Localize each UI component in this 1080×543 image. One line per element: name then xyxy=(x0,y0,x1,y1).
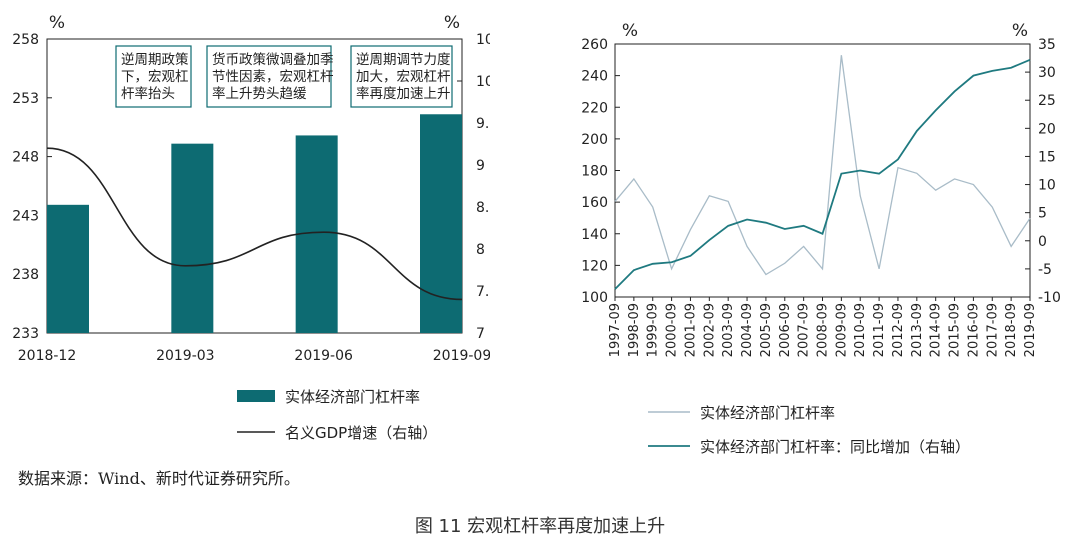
left-tick-label: 100 xyxy=(581,290,608,306)
x-tick-label: 2005-09 xyxy=(759,303,774,357)
annotation-text: 率再度加速上升 xyxy=(356,85,451,102)
left-tick-label: 243 xyxy=(12,208,39,224)
left-tick-label: 260 xyxy=(581,37,608,53)
right-unit-label: % xyxy=(444,13,460,33)
right-tick-label: 10 xyxy=(1038,178,1056,194)
left-tick-label: 120 xyxy=(581,258,608,274)
annotation-text: 杆率抬头 xyxy=(121,85,175,102)
x-tick-label: 2010-09 xyxy=(853,303,868,357)
x-tick-label: 2007-09 xyxy=(797,303,812,357)
right-unit-label: % xyxy=(1012,21,1028,41)
right-tick-label: 10 xyxy=(476,74,490,90)
right-tick-label: 9.5 xyxy=(476,116,490,132)
x-tick-label: 2002-09 xyxy=(702,303,717,357)
left-tick-label: 233 xyxy=(12,326,39,342)
x-tick-label: 2019-09 xyxy=(433,348,490,364)
x-tick-label: 2019-09 xyxy=(1023,303,1038,357)
x-tick-label: 1997-09 xyxy=(608,303,623,357)
bar xyxy=(47,204,89,333)
annotation-frame xyxy=(350,45,453,108)
right-tick-label: 8.5 xyxy=(476,200,490,216)
source-note: 数据来源：Wind、新时代证券研究所。 xyxy=(18,469,300,488)
left-tick-label: 220 xyxy=(581,100,608,116)
x-tick-label: 2018-12 xyxy=(18,348,77,364)
right-tick-label: 0 xyxy=(1038,234,1047,250)
x-tick-label: 2008-09 xyxy=(816,303,831,357)
left-unit-label: % xyxy=(622,21,638,41)
right-tick-label: 15 xyxy=(1038,149,1056,165)
annotation-text: 加大，宏观杠杆 xyxy=(356,69,451,85)
x-tick-label: 2009-09 xyxy=(834,303,849,357)
annotation-text: 逆周期调节力度 xyxy=(356,52,451,68)
series-line-dark xyxy=(614,58,1031,290)
right-tick-label: 20 xyxy=(1038,121,1056,137)
gdp-line xyxy=(46,147,463,301)
series-line-light xyxy=(614,55,1031,276)
annotation-frame xyxy=(206,45,332,108)
right-tick-label: 9 xyxy=(476,158,485,174)
bar xyxy=(171,143,214,333)
right-tick-label: 5 xyxy=(1038,206,1047,222)
plot-frame xyxy=(614,43,1031,298)
x-tick-label: 2012-09 xyxy=(891,303,906,357)
x-tick-label: 2018-09 xyxy=(1004,303,1019,357)
x-tick-label: 2011-09 xyxy=(872,303,887,357)
left-tick-label: 248 xyxy=(12,150,39,166)
annotation-text: 率上升势头趋缓 xyxy=(212,85,307,102)
x-tick-label: 2016-09 xyxy=(966,303,981,357)
x-tick-label: 2019-06 xyxy=(294,348,353,364)
legend-dark-label: 实体经济部门杠杆率：同比增加（右轴） xyxy=(700,438,970,456)
annotation-text: 货币政策微调叠加季 xyxy=(212,51,334,68)
left-tick-label: 180 xyxy=(581,164,608,180)
annotation-text: 逆周期政策 xyxy=(121,51,189,68)
x-tick-label: 2013-09 xyxy=(910,303,925,357)
left-tick-label: 238 xyxy=(12,267,39,283)
left-tick-label: 200 xyxy=(581,132,608,148)
x-tick-label: 2006-09 xyxy=(778,303,793,357)
figure-caption: 图 11 宏观杠杆率再度加速上升 xyxy=(414,516,666,537)
left-tick-label: 253 xyxy=(12,91,39,107)
right-tick-label: 35 xyxy=(1038,37,1056,53)
x-tick-label: 2019-03 xyxy=(156,348,215,364)
left-unit-label: % xyxy=(49,13,65,33)
left-tick-label: 160 xyxy=(581,195,608,211)
x-tick-label: 2000-09 xyxy=(665,303,680,357)
x-tick-label: 2017-09 xyxy=(985,303,1000,357)
x-tick-label: 2003-09 xyxy=(721,303,736,357)
legend-bar-label: 实体经济部门杠杆率 xyxy=(285,388,420,406)
annotation-frame xyxy=(115,45,192,108)
legend-bar-swatch xyxy=(237,390,275,402)
left-tick-label: 258 xyxy=(12,32,39,48)
legend-light-label: 实体经济部门杠杆率 xyxy=(700,404,835,422)
x-tick-label: 1998-09 xyxy=(627,303,642,357)
x-tick-label: 2014-09 xyxy=(929,303,944,357)
annotation-text: 下，宏观杠 xyxy=(121,69,189,85)
x-tick-label: 2015-09 xyxy=(948,303,963,357)
right-chart: 100 120 140 160 180 200 220 240 260 -10 -5 0 5 10 15 20… xyxy=(581,21,1061,456)
left-chart: 233 238 243 248 253 258 7 7.5 8 8.5 9 9.5 10 10.5%% 20… xyxy=(12,13,490,442)
right-tick-label: 30 xyxy=(1038,65,1056,81)
right-tick-label: 7.5 xyxy=(476,284,490,300)
x-tick-label: 2001-09 xyxy=(683,303,698,357)
annotation-text: 节性因素，宏观杠杆 xyxy=(212,69,334,85)
legend-line-label: 名义GDP增速（右轴） xyxy=(285,424,437,442)
right-tick-label: 8 xyxy=(476,242,485,258)
right-tick-label: 7 xyxy=(476,326,485,342)
right-tick-label: -10 xyxy=(1038,290,1061,306)
x-tick-label: 2004-09 xyxy=(740,303,755,357)
x-tick-label: 1999-09 xyxy=(646,303,661,357)
left-tick-label: 240 xyxy=(581,69,608,85)
right-tick-label: 10.5 xyxy=(476,32,490,48)
right-tick-label: -5 xyxy=(1038,262,1052,278)
bar xyxy=(420,114,462,333)
right-tick-label: 25 xyxy=(1038,93,1056,109)
left-tick-label: 140 xyxy=(581,227,608,243)
